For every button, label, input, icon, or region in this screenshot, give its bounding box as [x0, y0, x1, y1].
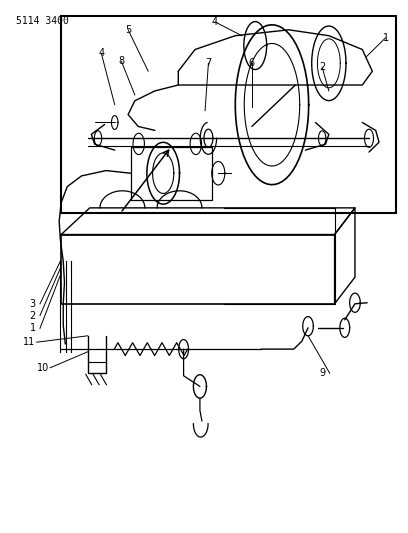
- Text: 1: 1: [29, 324, 36, 333]
- Text: 4: 4: [98, 49, 104, 59]
- Text: 10: 10: [37, 363, 49, 373]
- Bar: [61, 16, 396, 213]
- Text: 5: 5: [125, 25, 131, 35]
- Text: 8: 8: [118, 56, 124, 66]
- Text: 9: 9: [319, 368, 326, 378]
- Text: 5114 3400: 5114 3400: [16, 16, 69, 26]
- Text: 11: 11: [23, 337, 35, 347]
- Text: 6: 6: [249, 58, 255, 68]
- Text: 2: 2: [319, 62, 325, 72]
- Text: 1: 1: [383, 33, 389, 43]
- Text: 2: 2: [29, 311, 36, 320]
- Text: 3: 3: [29, 299, 36, 309]
- Text: 4: 4: [212, 17, 218, 27]
- Text: 7: 7: [205, 58, 211, 68]
